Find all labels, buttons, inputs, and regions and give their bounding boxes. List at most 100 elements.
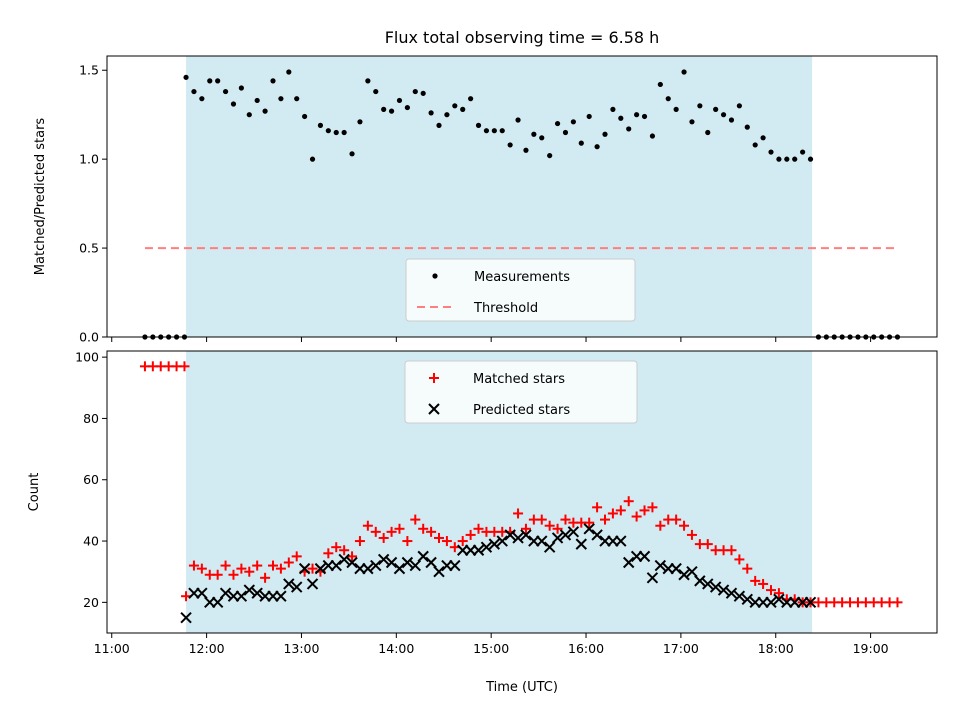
data-point [560, 514, 571, 525]
data-point [425, 556, 437, 569]
data-point [181, 591, 192, 602]
data-point-b [235, 590, 248, 602]
data-point [220, 560, 231, 571]
data-point [570, 119, 576, 125]
data-point [196, 563, 207, 574]
data-point [436, 122, 442, 128]
data-point [402, 536, 413, 547]
data-point [543, 541, 556, 553]
data-point-b [362, 562, 374, 575]
data-point [417, 550, 429, 563]
data-point [607, 508, 618, 519]
data-point-b [180, 611, 192, 624]
data-point [741, 593, 753, 605]
legend-swatch [432, 273, 438, 279]
data-point-b [773, 593, 785, 605]
data-point [776, 156, 782, 162]
data-point [307, 563, 318, 574]
data-point [686, 565, 698, 578]
data-point [713, 106, 719, 112]
data-point [349, 151, 355, 157]
data-point [520, 529, 532, 541]
data-point [765, 596, 777, 609]
data-point [892, 597, 903, 608]
data-point-b [211, 596, 224, 609]
bottom-panel: 20 40 60 80 100 11:00 12:00 13:00 14:00 15:00 16:… [27, 350, 938, 695]
data-point-b [520, 529, 532, 541]
x-tick-label: 13:00 [283, 641, 319, 656]
data-point [649, 133, 656, 139]
data-point [420, 90, 426, 96]
legend-swatch [428, 403, 440, 415]
data-point [807, 156, 814, 162]
data-point [385, 556, 398, 569]
data-point [191, 88, 197, 95]
data-point [254, 97, 260, 104]
data-point [401, 556, 414, 569]
data-point [623, 496, 634, 507]
data-point [394, 523, 405, 534]
data-point [409, 559, 421, 572]
data-point [396, 97, 403, 104]
data-point [536, 535, 548, 547]
data-point [373, 88, 379, 95]
y-tick-label: 20 [83, 595, 99, 610]
data-point-b [686, 565, 698, 578]
data-point-b [401, 556, 414, 569]
data-point [750, 575, 761, 586]
data-point [552, 523, 563, 534]
data-point [465, 529, 476, 540]
data-point [370, 559, 382, 572]
data-point [702, 539, 713, 550]
data-point [309, 156, 316, 162]
data-point [736, 103, 742, 109]
data-point [252, 560, 263, 571]
data-point [246, 112, 252, 118]
top-panel-y-axis-label: Matched/Predicted stars [33, 118, 48, 276]
data-point [641, 113, 648, 120]
data-point [480, 541, 493, 553]
legend-box [405, 258, 636, 322]
chart-title: Flux total observing time = 6.58 h [385, 28, 660, 47]
data-point [196, 587, 208, 599]
data-point [657, 81, 663, 88]
data-point [283, 578, 295, 590]
data-point [673, 106, 679, 112]
bottom-panel-x-ticks: 11:00 12:00 13:00 14:00 15:00 16:00 17:00 18:00… [94, 633, 889, 656]
data-point [539, 135, 545, 141]
data-point [639, 505, 650, 516]
data-point [742, 563, 753, 574]
data-point [554, 120, 561, 127]
data-point [331, 542, 342, 553]
data-point [717, 584, 730, 596]
data-point [473, 523, 484, 534]
series-predicted-stars [180, 523, 817, 624]
legend-swatch [429, 373, 439, 383]
data-point [298, 562, 311, 575]
data-point-b [283, 578, 295, 590]
data-point-b [393, 562, 406, 575]
data-point-b [433, 565, 445, 578]
data-point [618, 115, 624, 121]
series-matched-stars [139, 361, 903, 608]
top-panel-x-ticks [111, 337, 872, 342]
data-point [330, 559, 342, 572]
data-point [428, 110, 434, 116]
data-point [260, 572, 271, 583]
data-point-b [733, 590, 746, 602]
bottom-panel-y-axis-label: Count [27, 473, 42, 512]
data-point [341, 129, 347, 136]
data-point [449, 542, 460, 553]
data-point-b [543, 541, 556, 553]
data-point [378, 532, 389, 543]
top-panel: 0.0 0.5 1.0 1.5 Flux total observing time =… [33, 28, 938, 345]
data-point [760, 135, 766, 141]
data-point [578, 140, 584, 146]
data-point [584, 517, 595, 528]
data-point [377, 553, 390, 566]
data-point [278, 96, 284, 102]
data-point [386, 526, 397, 537]
data-point [726, 545, 737, 556]
data-point-b [275, 590, 287, 602]
data-point [547, 152, 553, 159]
